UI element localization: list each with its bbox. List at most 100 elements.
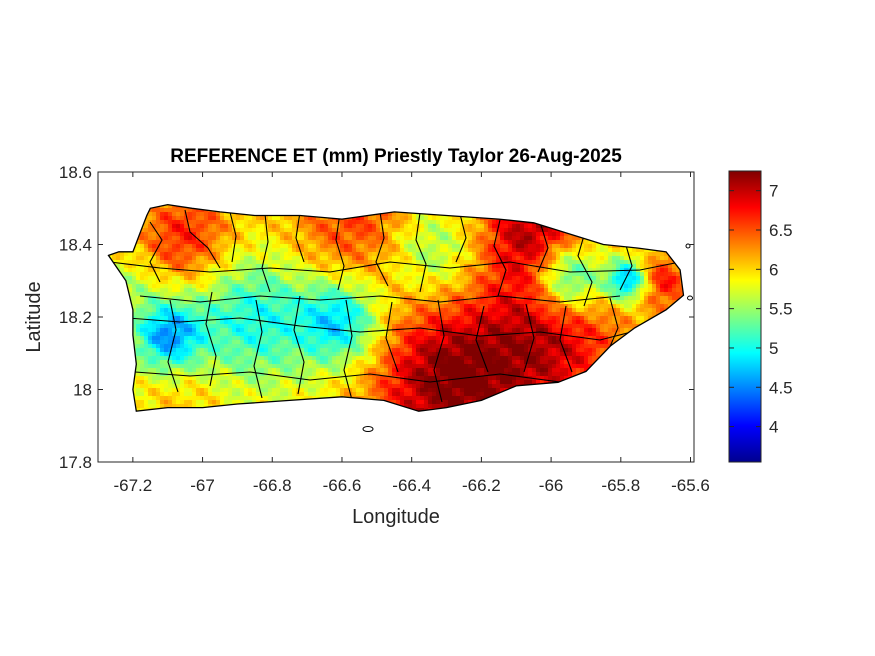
et-cell (524, 324, 529, 329)
et-cell (244, 256, 249, 261)
et-cell (628, 324, 633, 329)
et-cell (660, 252, 665, 257)
et-cell (500, 228, 505, 233)
et-cell (580, 324, 585, 329)
et-cell (268, 292, 273, 297)
et-cell (276, 216, 281, 221)
et-cell (488, 276, 493, 281)
et-cell (472, 264, 477, 269)
et-cell (496, 260, 501, 265)
et-cell (484, 276, 489, 281)
et-cell (600, 252, 605, 257)
et-cell (600, 324, 605, 329)
et-cell (636, 300, 641, 305)
et-cell (168, 308, 173, 313)
et-cell (316, 292, 321, 297)
et-cell (640, 288, 645, 293)
et-cell (604, 288, 609, 293)
et-cell (224, 220, 229, 225)
et-cell (140, 252, 145, 257)
et-cell (488, 256, 493, 261)
et-cell (348, 244, 353, 249)
et-cell (436, 320, 441, 325)
et-cell (336, 280, 341, 285)
et-cell (596, 260, 601, 265)
et-cell (340, 276, 345, 281)
et-cell (152, 272, 157, 277)
et-cell (144, 320, 149, 325)
et-cell (348, 264, 353, 269)
et-cell (416, 248, 421, 253)
et-cell (572, 236, 577, 241)
et-cell (304, 312, 309, 317)
et-cell (208, 260, 213, 265)
et-cell (432, 216, 437, 221)
et-cell (612, 252, 617, 257)
et-cell (164, 212, 169, 217)
et-cell (228, 216, 233, 221)
et-cell (360, 312, 365, 317)
et-cell (332, 244, 337, 249)
et-cell (612, 256, 617, 261)
et-cell (196, 228, 201, 233)
et-cell (420, 312, 425, 317)
et-cell (284, 220, 289, 225)
et-cell (416, 312, 421, 317)
et-cell (320, 296, 325, 301)
et-cell (320, 228, 325, 233)
et-cell (240, 260, 245, 265)
et-cell (476, 248, 481, 253)
et-cell (484, 224, 489, 229)
et-cell (328, 288, 333, 293)
et-cell (444, 216, 449, 221)
et-cell (656, 252, 661, 257)
et-cell (244, 216, 249, 221)
et-cell (520, 268, 525, 273)
et-cell (212, 276, 217, 281)
et-cell (424, 232, 429, 237)
et-cell (348, 256, 353, 261)
et-cell (168, 292, 173, 297)
et-cell (240, 312, 245, 317)
et-cell (480, 244, 485, 249)
et-cell (596, 292, 601, 297)
et-cell (412, 244, 417, 249)
et-cell (136, 260, 141, 265)
et-cell (384, 220, 389, 225)
et-cell (232, 212, 237, 217)
et-cell (372, 256, 377, 261)
et-cell (536, 252, 541, 257)
et-cell (380, 260, 385, 265)
et-cell (136, 240, 141, 245)
et-cell (232, 276, 237, 281)
et-cell (136, 296, 141, 301)
et-cell (420, 228, 425, 233)
et-cell (368, 268, 373, 273)
et-cell (160, 240, 165, 245)
et-cell (256, 248, 261, 253)
et-cell (420, 264, 425, 269)
et-cell (412, 328, 417, 333)
et-cell (180, 228, 185, 233)
et-cell (248, 224, 253, 229)
et-cell (200, 208, 205, 213)
et-cell (320, 216, 325, 221)
et-cell (452, 284, 457, 289)
et-cell (312, 316, 317, 321)
et-cell (360, 328, 365, 333)
et-cell (440, 220, 445, 225)
et-cell (524, 316, 529, 321)
et-cell (572, 300, 577, 305)
et-cell (244, 308, 249, 313)
et-cell (324, 224, 329, 229)
et-cell (352, 248, 357, 253)
et-cell (172, 304, 177, 309)
et-cell (572, 276, 577, 281)
et-cell (236, 244, 241, 249)
et-cell (388, 272, 393, 277)
et-cell (488, 220, 493, 225)
et-cell (172, 244, 177, 249)
et-cell (352, 312, 357, 317)
et-cell (268, 304, 273, 309)
et-cell (544, 296, 549, 301)
